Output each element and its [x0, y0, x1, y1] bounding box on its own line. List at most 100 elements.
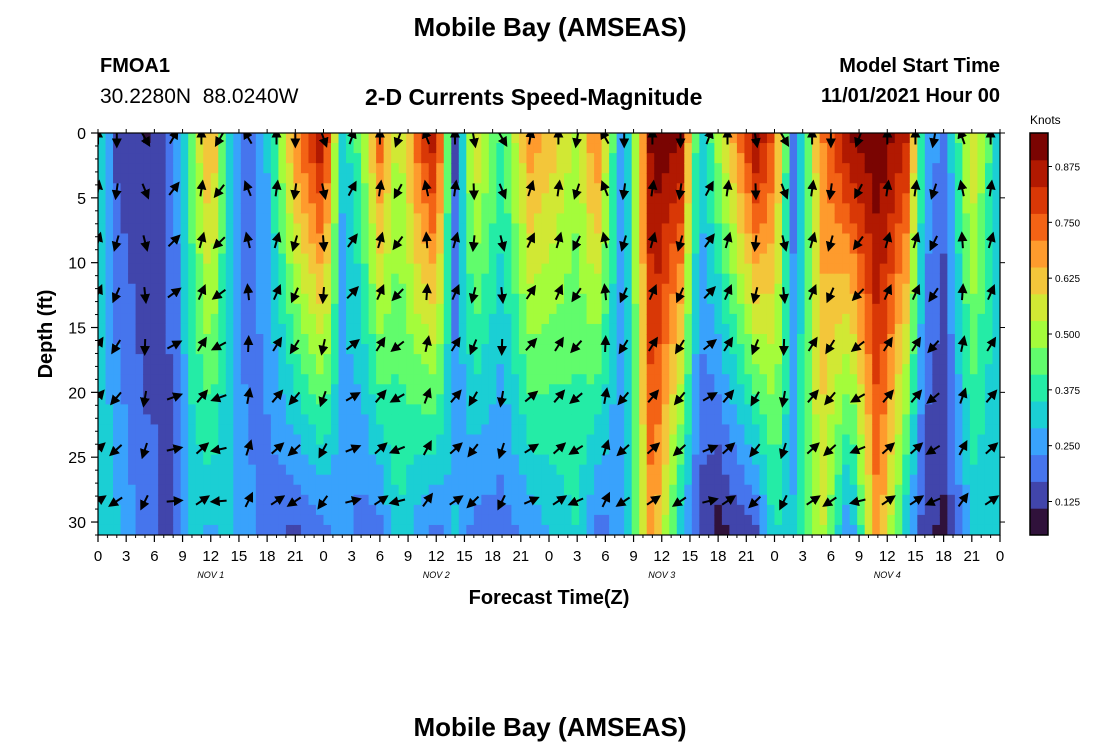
current-vector-arrow	[389, 393, 405, 403]
heat-cell	[158, 143, 167, 154]
heat-cell	[729, 313, 738, 325]
heat-cell	[556, 303, 565, 315]
heat-cell	[376, 163, 385, 174]
heat-cell	[872, 494, 881, 506]
heat-cell	[98, 273, 107, 285]
heat-cell	[503, 424, 513, 436]
heat-cell	[361, 454, 370, 466]
heat-cell	[323, 524, 332, 535]
heat-cell	[894, 424, 903, 436]
heat-cell	[233, 444, 242, 456]
heat-cell	[902, 243, 911, 255]
heat-cell	[699, 143, 708, 154]
heat-cell	[736, 354, 746, 365]
heat-cell	[924, 334, 933, 345]
heat-cell	[744, 394, 753, 405]
heat-cell	[98, 163, 107, 174]
heat-cell	[556, 313, 565, 325]
heat-cell	[774, 424, 783, 436]
heat-cell	[481, 283, 490, 295]
heat-cell	[488, 313, 497, 325]
heat-cell	[481, 414, 490, 426]
heat-cell	[977, 444, 986, 456]
heat-cell	[902, 424, 911, 436]
heat-cell	[105, 354, 114, 365]
heat-cell	[210, 404, 219, 415]
current-vector-arrow	[468, 235, 479, 253]
heat-cell	[819, 404, 828, 415]
heat-cell	[533, 344, 543, 355]
heat-cell	[977, 233, 986, 245]
heat-cell	[376, 474, 385, 486]
heat-cell	[443, 474, 452, 486]
heat-cell	[977, 494, 986, 506]
heat-cell	[564, 464, 573, 476]
heat-cell	[887, 193, 896, 204]
heat-cell	[782, 273, 791, 285]
heat-cell	[812, 364, 821, 375]
heat-cell	[263, 344, 272, 355]
heat-cell	[924, 524, 933, 535]
current-vector-arrow	[525, 232, 535, 249]
heat-cell	[834, 263, 843, 275]
heat-cell	[158, 424, 167, 436]
heat-cell	[361, 303, 370, 315]
heat-cell	[579, 293, 588, 305]
heat-cell	[819, 143, 828, 154]
heat-cell	[203, 323, 212, 335]
heat-cell	[541, 173, 550, 184]
heat-cell	[969, 273, 979, 285]
heat-cell	[458, 514, 467, 526]
current-vector-arrow	[497, 286, 508, 305]
heat-cell	[323, 484, 332, 496]
heat-cell	[549, 474, 558, 486]
heat-cell	[300, 253, 310, 265]
heat-cell	[233, 193, 242, 204]
heat-cell	[624, 424, 633, 436]
heat-cell	[842, 293, 851, 305]
heat-cell	[120, 494, 129, 506]
heat-cell	[391, 303, 400, 315]
heat-cell	[541, 354, 550, 365]
heat-cell	[586, 313, 595, 325]
heat-cell	[706, 323, 715, 335]
heat-cell	[248, 283, 257, 295]
heat-cell	[631, 524, 640, 535]
heat-cell	[872, 404, 881, 415]
heat-cell	[639, 143, 648, 154]
heat-cell	[766, 223, 776, 235]
current-vector-arrow	[271, 389, 284, 403]
heat-cell	[368, 454, 377, 466]
heat-cell	[526, 434, 535, 446]
heat-cell	[143, 223, 152, 235]
heat-cell	[969, 163, 979, 174]
heat-cell	[782, 374, 791, 385]
heat-cell	[924, 223, 933, 235]
heat-cell	[458, 364, 467, 375]
heat-cell	[413, 404, 422, 415]
heat-cell	[278, 464, 287, 476]
heat-cell	[135, 424, 144, 436]
heat-cell	[263, 273, 272, 285]
heat-cell	[774, 303, 783, 315]
heat-cell	[954, 173, 964, 184]
heat-cell	[969, 153, 979, 164]
heat-cell	[128, 334, 137, 345]
heat-cell	[391, 354, 400, 365]
heat-cell	[511, 263, 520, 275]
heat-cell	[864, 273, 873, 285]
heat-cell	[105, 133, 114, 144]
heat-cell	[383, 404, 392, 415]
heat-cell	[691, 303, 700, 315]
heat-cell	[105, 484, 114, 496]
heat-cell	[684, 494, 693, 506]
heat-cell	[98, 173, 107, 184]
heat-cell	[270, 303, 279, 315]
heat-cell	[541, 504, 550, 516]
heat-cell	[669, 183, 678, 194]
heat-cell	[128, 504, 137, 516]
heat-cell	[556, 434, 565, 446]
current-vector-arrow	[213, 184, 225, 199]
heat-cell	[263, 293, 272, 305]
heat-cell	[120, 524, 129, 535]
